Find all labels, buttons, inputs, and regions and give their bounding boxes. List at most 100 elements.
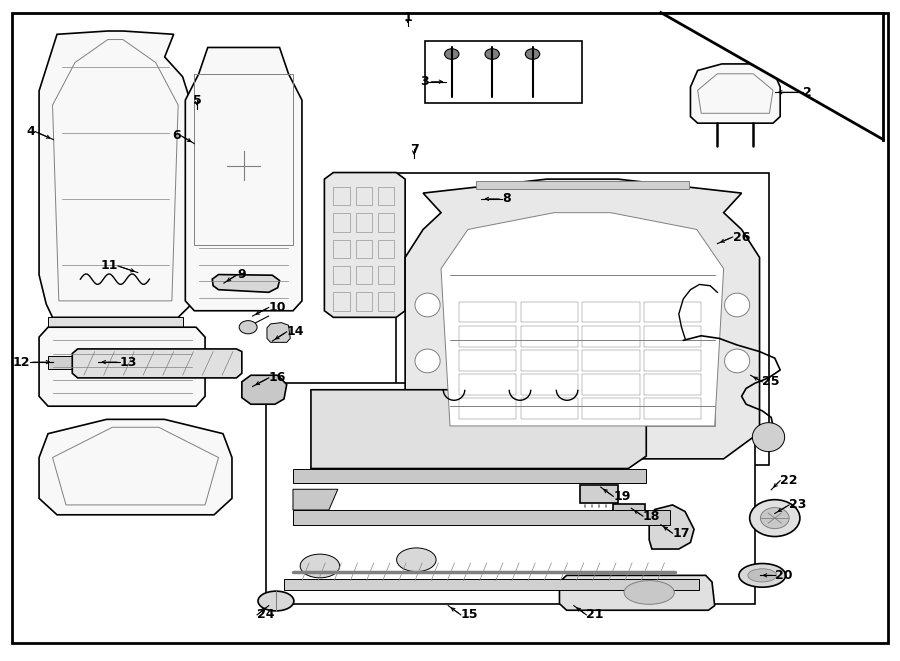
Bar	[48, 317, 183, 329]
Polygon shape	[242, 375, 287, 405]
Text: 26: 26	[733, 231, 750, 243]
Text: 11: 11	[101, 260, 118, 272]
Bar	[521, 350, 578, 371]
Bar	[582, 399, 640, 419]
Polygon shape	[649, 505, 694, 549]
Ellipse shape	[752, 422, 785, 451]
Bar	[293, 510, 670, 525]
Bar	[333, 292, 349, 311]
Bar	[521, 399, 578, 419]
Text: 12: 12	[13, 356, 30, 369]
Bar	[194, 74, 293, 245]
Text: 25: 25	[762, 375, 779, 389]
Bar	[333, 187, 349, 206]
Polygon shape	[39, 419, 232, 515]
Bar	[396, 173, 769, 465]
Text: 2: 2	[803, 86, 812, 98]
Bar	[48, 356, 76, 369]
Polygon shape	[267, 323, 291, 342]
Bar	[582, 374, 640, 395]
Polygon shape	[560, 575, 715, 610]
Polygon shape	[405, 179, 760, 459]
Text: 18: 18	[643, 510, 661, 523]
Bar	[521, 374, 578, 395]
Text: 24: 24	[257, 608, 274, 621]
Bar	[356, 292, 372, 311]
Text: 19: 19	[613, 490, 631, 503]
Polygon shape	[185, 48, 302, 311]
Bar	[582, 326, 640, 346]
Ellipse shape	[748, 568, 777, 582]
Bar	[333, 240, 349, 258]
Ellipse shape	[415, 293, 440, 317]
Polygon shape	[39, 31, 192, 317]
Bar	[378, 214, 394, 232]
Text: 4: 4	[27, 125, 35, 138]
Bar	[613, 504, 644, 520]
Bar	[580, 485, 617, 503]
Polygon shape	[72, 349, 242, 378]
Bar	[521, 326, 578, 346]
Bar	[356, 266, 372, 284]
Bar	[459, 326, 517, 346]
Text: 6: 6	[172, 129, 181, 142]
Bar	[459, 374, 517, 395]
Ellipse shape	[724, 349, 750, 373]
Bar	[356, 240, 372, 258]
Bar	[378, 240, 394, 258]
Text: 8: 8	[502, 192, 510, 206]
Bar	[333, 214, 349, 232]
Text: 13: 13	[120, 356, 137, 369]
Bar	[266, 383, 755, 603]
Bar	[459, 350, 517, 371]
Bar	[450, 292, 715, 426]
Text: 7: 7	[410, 143, 418, 156]
Bar	[582, 301, 640, 323]
Bar	[459, 301, 517, 323]
Bar	[284, 578, 698, 590]
Ellipse shape	[750, 500, 800, 537]
Bar	[333, 266, 349, 284]
Text: 9: 9	[238, 268, 246, 281]
Polygon shape	[652, 235, 670, 329]
Text: 21: 21	[587, 608, 604, 621]
Text: 20: 20	[775, 569, 792, 582]
Bar	[425, 41, 582, 103]
Polygon shape	[212, 274, 280, 292]
Ellipse shape	[724, 293, 750, 317]
Polygon shape	[690, 64, 780, 123]
Ellipse shape	[445, 49, 459, 59]
Ellipse shape	[301, 554, 339, 578]
Ellipse shape	[624, 580, 674, 604]
Ellipse shape	[739, 564, 786, 587]
Text: 23: 23	[789, 498, 806, 512]
Text: 1: 1	[403, 11, 412, 24]
Ellipse shape	[258, 591, 294, 611]
Ellipse shape	[415, 349, 440, 373]
Bar	[644, 374, 701, 395]
Bar	[378, 187, 394, 206]
Bar	[356, 214, 372, 232]
Bar	[582, 350, 640, 371]
Bar	[293, 469, 646, 483]
Bar	[459, 399, 517, 419]
Polygon shape	[324, 173, 405, 317]
Text: 22: 22	[780, 474, 797, 487]
Bar	[644, 326, 701, 346]
Text: 14: 14	[287, 325, 304, 338]
Bar	[378, 292, 394, 311]
Bar	[521, 301, 578, 323]
Ellipse shape	[397, 548, 436, 572]
Polygon shape	[441, 213, 724, 426]
Polygon shape	[310, 390, 646, 469]
Polygon shape	[39, 327, 205, 407]
Text: 16: 16	[269, 371, 286, 385]
Bar	[644, 399, 701, 419]
Text: 5: 5	[193, 94, 202, 106]
Ellipse shape	[760, 508, 789, 529]
Ellipse shape	[239, 321, 257, 334]
Polygon shape	[661, 13, 884, 139]
Bar	[378, 266, 394, 284]
Bar	[644, 301, 701, 323]
Ellipse shape	[526, 49, 540, 59]
